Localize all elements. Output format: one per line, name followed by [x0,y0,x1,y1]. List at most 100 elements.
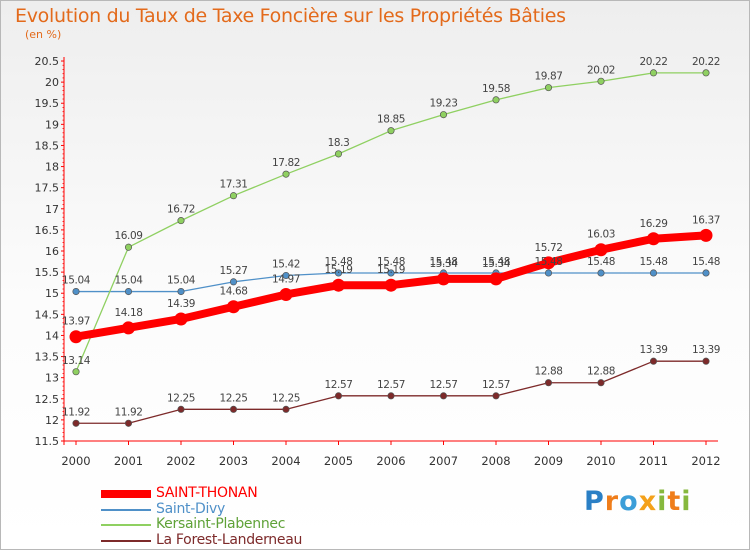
data-label: 16.09 [114,230,142,242]
data-point [489,272,503,286]
data-label: 15.48 [324,256,352,268]
data-point [124,287,133,296]
logo-letter: r [604,486,620,517]
data-point [384,278,398,292]
data-label: 18.3 [328,137,350,149]
data-labels: 11.92 11.92 12.25 12.25 12.25 12.57 12.57 12.57… [62,56,720,418]
legend-swatch-kersaint-plabennec [101,524,151,526]
y-tick-label: 11.5 [35,435,60,448]
data-label: 15.04 [62,275,91,287]
legend-swatch-la-forest-landerneau [101,539,151,542]
data-label: 18.85 [377,114,405,126]
y-tick-label: 14.5 [35,308,60,321]
data-point [72,368,80,376]
data-label: 15.48 [692,256,720,268]
data-label: 15.48 [429,256,457,268]
data-point [597,77,605,85]
y-tick-label: 17.5 [35,182,60,195]
data-label: 16.03 [587,229,615,241]
data-label: 15.19 [377,264,405,276]
data-point [702,357,710,365]
data-point [649,357,658,365]
data-label: 12.25 [272,392,300,404]
y-tick-label: 18.5 [35,139,60,152]
data-point [334,269,343,277]
data-label: 19.58 [482,83,510,95]
y-tick-label: 13 [45,372,59,385]
data-point [69,330,83,344]
data-point [282,271,290,280]
data-label: 15.27 [219,265,247,277]
data-label: 17.31 [219,179,247,191]
y-tick-label: 20 [45,76,59,89]
data-label: 15.34 [482,258,511,270]
series-points [69,69,713,427]
chart-title: Evolution du Taux de Taxe Foncière sur l… [15,5,566,27]
data-point [334,392,343,400]
data-label: 12.88 [534,366,562,378]
y-tick-label: 17 [45,203,59,216]
data-point [649,269,658,277]
data-label: 15.48 [534,256,562,268]
data-label: 19.87 [534,71,562,83]
data-label: 15.04 [167,275,196,287]
data-point [124,419,133,427]
data-label: 15.72 [534,242,562,254]
data-point [282,405,290,413]
data-point [229,405,238,413]
y-tick-label: 19.5 [35,97,60,110]
y-tick-label: 15.5 [35,266,60,279]
x-tick-label: 2000 [61,454,90,468]
data-label: 15.42 [272,258,300,270]
data-label: 12.57 [482,379,510,391]
data-point [387,392,395,400]
logo-letter: P [584,486,605,517]
legend-label-saint-thonan: SAINT-THONAN [156,485,258,501]
data-point [229,278,238,286]
x-tick-label: 2012 [691,454,720,468]
y-tick-label: 19 [45,118,59,131]
legend-label-la-forest-landerneau: La Forest-Landerneau [156,531,303,548]
data-label: 13.97 [62,316,90,328]
data-label: 14.68 [219,286,247,298]
y-tick-label: 16 [45,245,59,258]
x-tick-label: 2007 [429,454,458,468]
data-point [332,278,345,292]
data-point [229,192,238,200]
logo-letter: i [681,486,692,517]
logo-letter: x [638,486,658,517]
data-label: 12.25 [167,392,195,404]
data-point [702,69,710,77]
data-label: 14.97 [272,273,300,285]
y-tick-label: 12 [45,414,59,427]
data-label: 15.48 [587,256,615,268]
data-label: 12.57 [429,379,457,391]
data-label: 12.88 [587,366,615,378]
data-point [542,256,555,270]
data-label: 15.48 [639,256,667,268]
data-label: 19.23 [429,98,457,110]
data-point [177,405,185,413]
data-point [702,269,710,277]
legend-swatch-saint-divy [101,508,151,511]
x-tick-label: 2006 [376,454,405,468]
data-point [647,232,660,246]
data-point [387,127,395,135]
x-tick-label: 2003 [219,454,248,468]
data-point [387,269,395,277]
x-tick-label: 2004 [271,454,300,468]
x-tick-label: 2001 [114,454,143,468]
axes: 11.5 12 12.5 13 13.5 14 14.5 15 15.5 16 16.5 17 17.5… [35,55,721,468]
data-label: 12.57 [324,379,352,391]
data-label: 15.34 [429,258,458,270]
data-label: 17.82 [272,157,300,169]
legend-label-saint-divy: Saint-Divy [156,500,226,517]
logo-letter: i [657,486,668,517]
proxiti-logo: Proxiti [584,486,692,517]
data-label: 13.39 [692,344,720,356]
data-point [174,312,188,326]
data-point [597,269,605,277]
logo-letter: t [667,486,682,517]
data-point [334,150,343,158]
